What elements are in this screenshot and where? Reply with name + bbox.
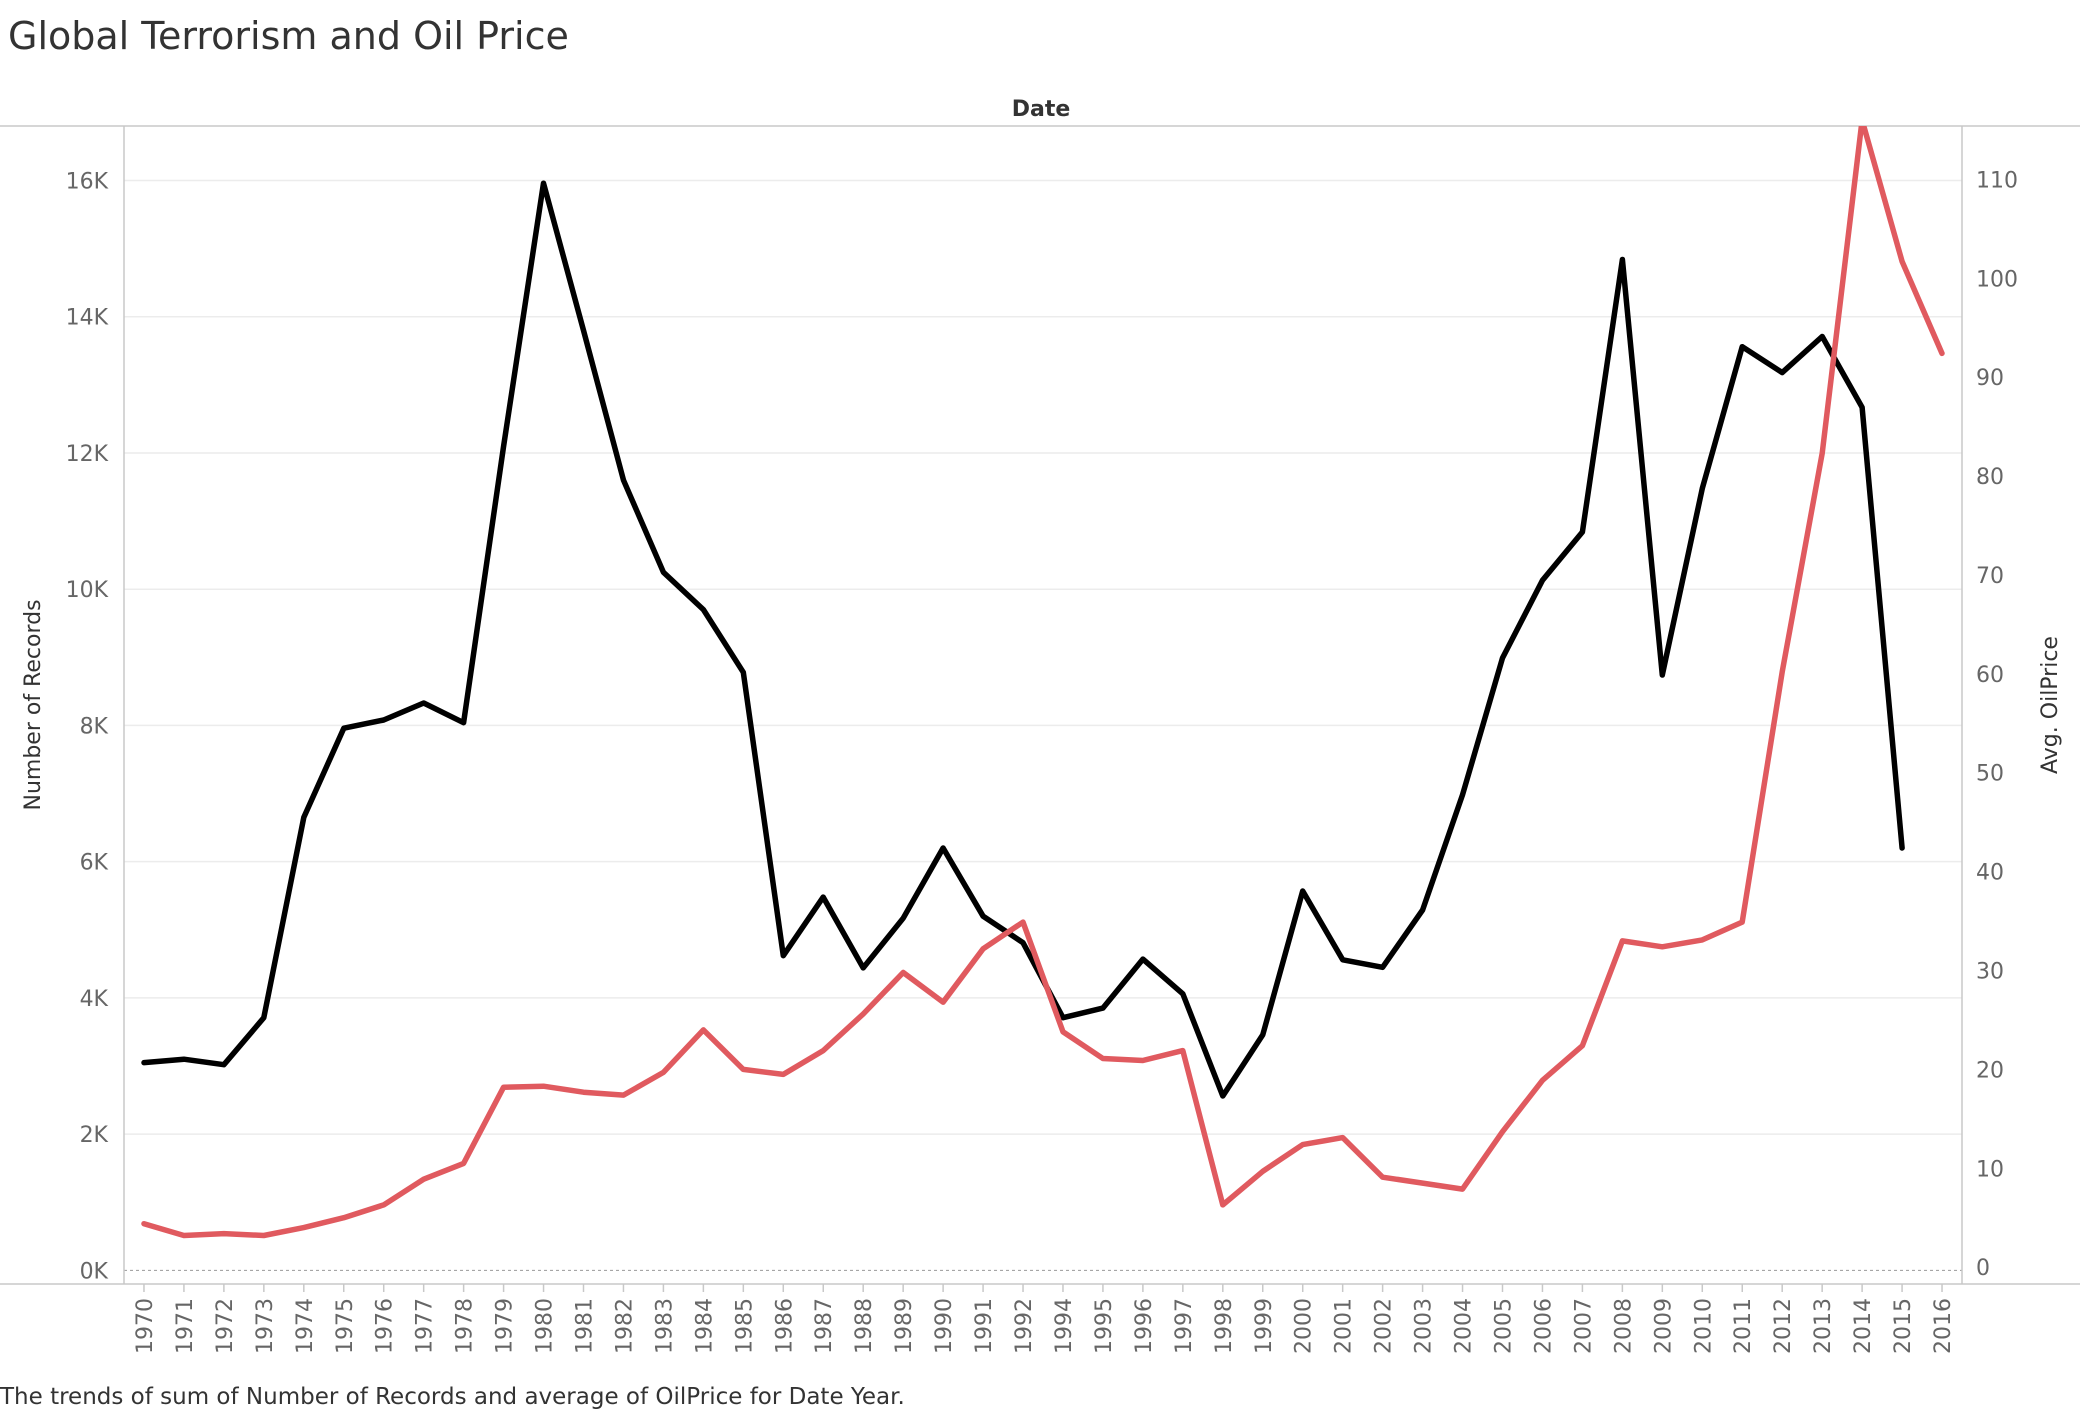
x-tick-label: 2012: [1771, 1298, 1796, 1354]
x-tick-label: 2010: [1691, 1298, 1716, 1354]
gridlines: [124, 179, 1962, 1271]
y2-tick-label: 30: [1976, 960, 2004, 985]
right-axis-title: Avg. OilPrice: [2038, 636, 2063, 774]
x-tick-label: 1985: [732, 1298, 757, 1354]
x-tick-label: 1994: [1052, 1298, 1077, 1354]
y-tick-label: 6K: [80, 851, 109, 876]
x-tick-label: 2016: [1931, 1298, 1956, 1354]
x-tick-label: 2004: [1452, 1298, 1477, 1354]
y2-tick-label: 80: [1976, 465, 2004, 490]
x-tick-label: 2002: [1372, 1298, 1397, 1354]
x-tick-label: 2008: [1611, 1298, 1636, 1354]
x-tick-label: 1972: [213, 1298, 238, 1354]
x-tick-label: 1992: [1012, 1298, 1037, 1354]
y2-tick-label: 60: [1976, 663, 2004, 688]
y-tick-label: 10K: [66, 578, 109, 603]
x-tick-label: 1999: [1252, 1298, 1277, 1354]
y-tick-label: 2K: [80, 1123, 109, 1148]
x-tick-label: 1981: [573, 1298, 598, 1354]
y2-tick-label: 100: [1976, 267, 2018, 292]
x-tick-label: 2009: [1651, 1298, 1676, 1354]
left-axis-title: Number of Records: [21, 599, 46, 810]
y2-tick-label: 40: [1976, 861, 2004, 886]
x-tick-label: 2000: [1292, 1298, 1317, 1354]
x-tick-label: 1996: [1132, 1298, 1157, 1354]
x-tick-label: 2014: [1851, 1298, 1876, 1354]
y-tick-label: 8K: [80, 714, 109, 739]
x-tick-label: 2005: [1492, 1298, 1517, 1354]
x-tick-label: 1983: [652, 1298, 677, 1354]
x-tick-label: 1971: [173, 1298, 198, 1354]
x-tick-label: 1991: [972, 1298, 997, 1354]
x-tick-label: 1977: [413, 1298, 438, 1354]
y-tick-label: 16K: [66, 169, 109, 194]
right-axis-ticks: 0 10 20 30 40 50 60 70 80 90 100 110: [1976, 168, 2018, 1281]
x-tick-label: 1990: [932, 1298, 957, 1354]
y2-tick-label: 50: [1976, 762, 2004, 787]
series-lines: [141, 126, 1945, 1239]
y-tick-label: 14K: [66, 306, 109, 331]
axes: [0, 125, 2080, 1285]
oil-price-series: [141, 126, 1945, 1239]
y-tick-label: 0K: [80, 1259, 109, 1284]
x-axis-ticks: 1970 1971 1972 1973 1974 1975 1976 1977 1978 1979…: [133, 1284, 1956, 1354]
x-tick-label: 1998: [1212, 1298, 1237, 1354]
y2-tick-label: 90: [1976, 366, 2004, 391]
x-tick-label: 2006: [1531, 1298, 1556, 1354]
oil-price-line: [141, 126, 1945, 1239]
records-line: [141, 180, 1905, 1099]
x-tick-label: 1986: [772, 1298, 797, 1354]
y2-tick-label: 70: [1976, 564, 2004, 589]
x-tick-label: 2013: [1811, 1298, 1836, 1354]
x-tick-label: 1978: [453, 1298, 478, 1354]
x-tick-label: 1975: [333, 1298, 358, 1354]
x-tick-label: 1976: [373, 1298, 398, 1354]
y2-tick-label: 20: [1976, 1058, 2004, 1083]
x-tick-label: 1974: [293, 1298, 318, 1354]
x-tick-label: 2011: [1731, 1298, 1756, 1354]
left-axis-ticks: 0K 2K 4K 6K 8K 10K 12K 14K 16K: [66, 169, 109, 1284]
y-tick-label: 4K: [80, 987, 109, 1012]
y2-tick-label: 10: [1976, 1157, 2004, 1182]
x-tick-label: 2007: [1571, 1298, 1596, 1354]
x-tick-label: 1982: [612, 1298, 637, 1354]
y2-tick-label: 0: [1976, 1256, 1990, 1281]
records-series: [141, 180, 1905, 1099]
x-tick-label: 2003: [1412, 1298, 1437, 1354]
x-tick-label: 1984: [692, 1298, 717, 1354]
chart-caption: The trends of sum of Number of Records a…: [0, 1384, 905, 1410]
x-tick-label: 1987: [812, 1298, 837, 1354]
y2-tick-label: 110: [1976, 168, 2018, 193]
x-tick-label: 2015: [1891, 1298, 1916, 1354]
x-tick-label: 1988: [852, 1298, 877, 1354]
x-tick-label: 1970: [133, 1298, 158, 1354]
x-tick-label: 1989: [892, 1298, 917, 1354]
date-header: Date: [1012, 97, 1071, 122]
x-tick-label: 1973: [253, 1298, 278, 1354]
y-tick-label: 12K: [66, 442, 109, 467]
x-tick-label: 1980: [533, 1298, 558, 1354]
chart-title: Global Terrorism and Oil Price: [8, 14, 569, 58]
x-tick-label: 1997: [1172, 1298, 1197, 1354]
x-tick-label: 1979: [493, 1298, 518, 1354]
x-tick-label: 2001: [1332, 1298, 1357, 1354]
x-tick-label: 1995: [1092, 1298, 1117, 1354]
